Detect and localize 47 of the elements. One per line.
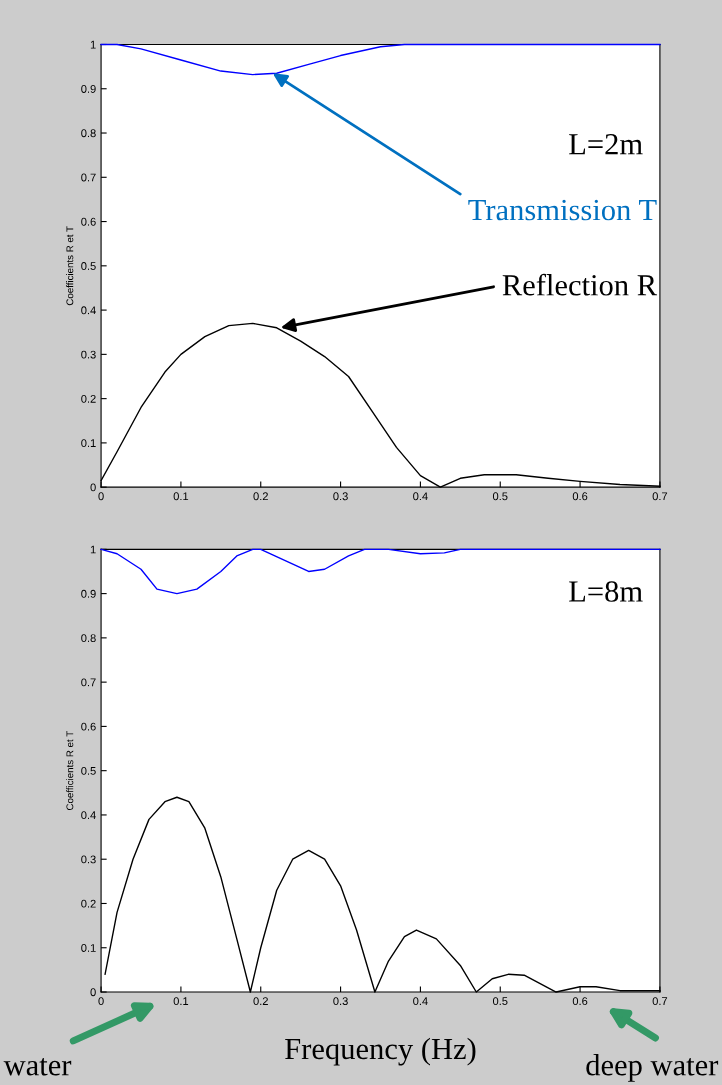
y-axis-title: Coefficients R et T (66, 731, 74, 810)
x-tick-label: 0.6 (572, 492, 588, 501)
y-tick-label: 0 (90, 483, 96, 492)
y-tick-label: 0.2 (81, 394, 96, 403)
y-tick-label: 0.1 (81, 944, 96, 952)
text: deep water (586, 1054, 719, 1082)
x-tick-label: 0 (98, 492, 104, 501)
x-tick-label: 0 (98, 997, 104, 1006)
x-tick-label: 0.2 (253, 997, 268, 1006)
x-tick-label: 0.5 (492, 492, 508, 501)
x-tick-label: 0.7 (652, 997, 668, 1006)
y-axis-title: Coefficients R et T (66, 226, 74, 306)
x-tick-label: 0.7 (652, 492, 668, 501)
y-tick-label: 0.7 (81, 173, 96, 182)
y-tick-label: 0.9 (81, 589, 96, 598)
y-tick-label: 1 (90, 40, 96, 49)
x-tick-label: 0.4 (413, 492, 428, 501)
text: water (3, 1058, 72, 1076)
y-tick-label: 0.6 (81, 722, 96, 731)
x-tick-label: 0.1 (173, 492, 189, 501)
y-tick-label: 0 (90, 988, 96, 997)
y-tick-label: 0.9 (81, 85, 96, 93)
y-tick-label: 0.2 (81, 899, 96, 908)
x-tick-label: 0.3 (333, 997, 348, 1006)
annotation: Transmission T (468, 199, 657, 221)
annotation: L=2m (569, 133, 643, 155)
annotation: L=8m (569, 581, 643, 602)
y-tick-label: 0.7 (81, 678, 96, 687)
y-tick-label: 0.4 (81, 811, 96, 820)
y-tick-label: 0.8 (81, 634, 96, 643)
x-tick-label: 0.6 (572, 997, 588, 1006)
x-tick-label: 0.4 (413, 997, 428, 1006)
x-axis-title: Frequency (Hz) (285, 1037, 476, 1066)
x-tick-label: 0.2 (253, 492, 268, 501)
y-tick-label: 0.1 (81, 439, 96, 448)
y-tick-label: 0.8 (81, 129, 96, 138)
annotation: Reflection R (502, 273, 658, 296)
x-tick-label: 0.1 (173, 997, 189, 1006)
y-tick-label: 0.3 (81, 350, 96, 359)
y-tick-label: 0.5 (81, 262, 96, 270)
y-tick-label: 0.4 (81, 306, 96, 315)
x-tick-label: 0.3 (333, 492, 348, 501)
y-tick-label: 0.5 (81, 766, 96, 775)
y-tick-label: 0.6 (81, 217, 96, 226)
y-tick-label: 1 (90, 545, 96, 554)
y-tick-label: 0.3 (81, 855, 96, 864)
x-tick-label: 0.5 (492, 997, 508, 1006)
